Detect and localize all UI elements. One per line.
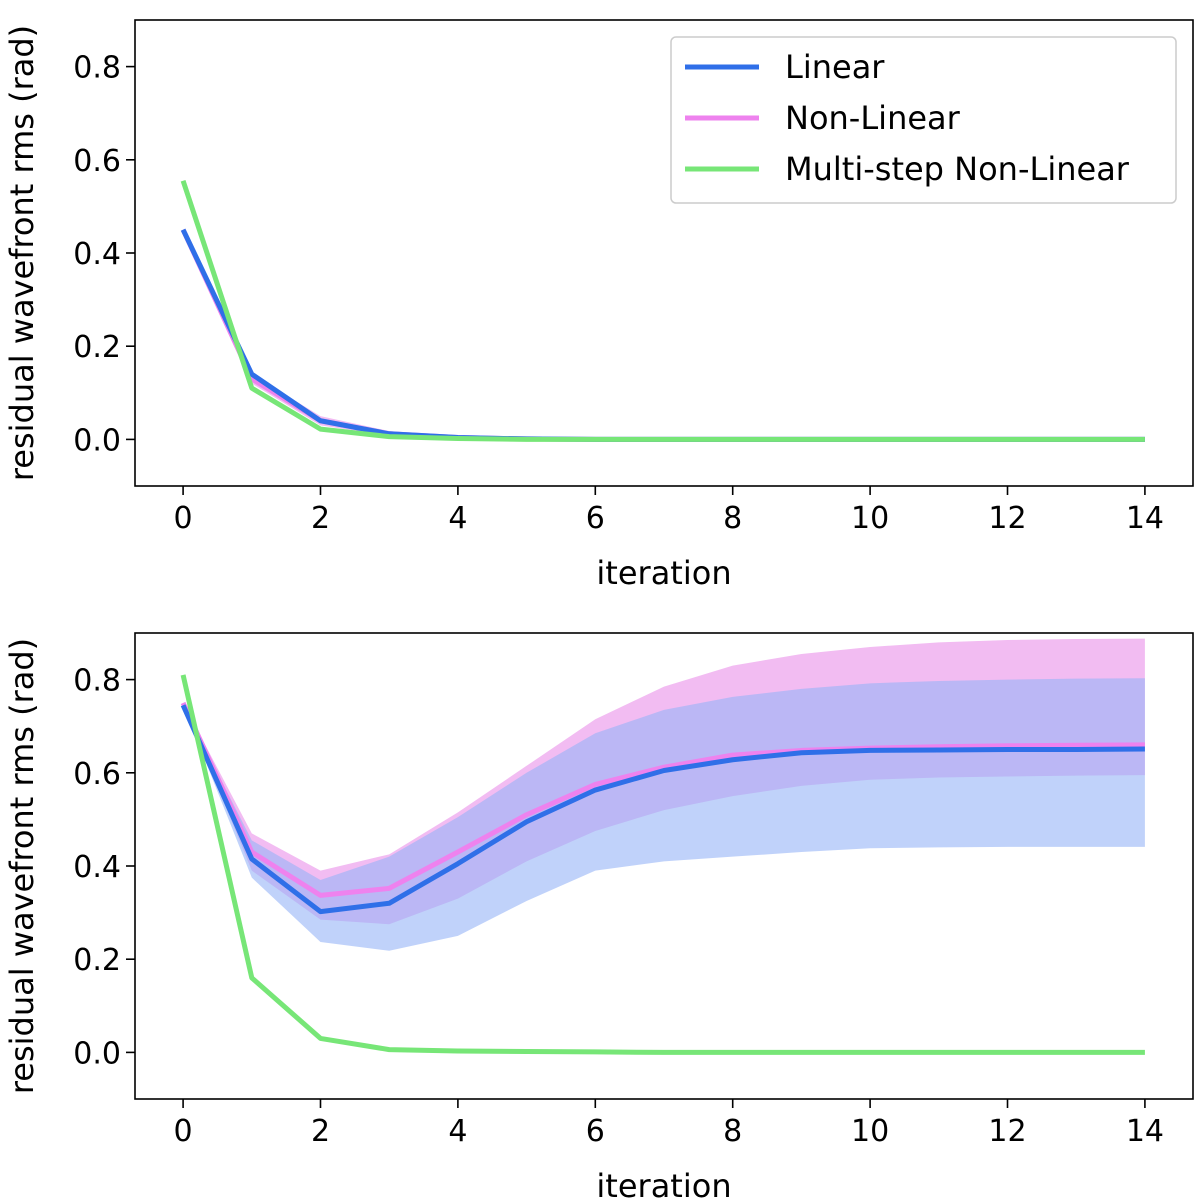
legend-box	[670, 36, 1177, 204]
legend-label-nonlinear: Non-Linear	[785, 99, 961, 137]
y-tick-label: 0.2	[73, 330, 121, 365]
x-tick-label: 12	[988, 501, 1026, 536]
series-line-non-linear	[180, 701, 1145, 898]
x-tick-label: 4	[448, 501, 467, 536]
series-line-non-linear	[180, 228, 1145, 442]
x-tick-label: 8	[723, 1114, 742, 1149]
top-x-axis-label: iteration	[596, 554, 731, 592]
bottom-series-lines	[180, 674, 1145, 1055]
series-line-linear	[180, 228, 1145, 442]
bottom-y-ticks: 0.0 0.2 0.4 0.6 0.8	[73, 664, 135, 1071]
x-tick-label: 6	[586, 1114, 605, 1149]
bottom-x-axis-label: iteration	[596, 1167, 731, 1204]
series-line-multi-step-non-linear	[180, 179, 1145, 442]
top-y-ticks: 0.0 0.2 0.4 0.6 0.8	[73, 51, 135, 458]
top-series-lines	[180, 179, 1145, 442]
legend-label-multistep: Multi-step Non-Linear	[785, 150, 1130, 188]
x-tick-label: 2	[311, 501, 330, 536]
x-tick-label: 10	[851, 1114, 889, 1149]
y-tick-label: 0.4	[73, 850, 121, 885]
y-tick-label: 0.4	[73, 237, 121, 272]
y-tick-label: 0.2	[73, 943, 121, 978]
y-tick-label: 0.0	[73, 1036, 121, 1071]
bottom-chart-panel: 0 2 4 6 8 10 12 14 0.0 0.2 0.4 0.6 0.8 iteration re…	[3, 632, 1194, 1204]
x-tick-label: 2	[311, 1114, 330, 1149]
bottom-confidence-bands	[183, 638, 1145, 951]
legend-label-linear: Linear	[785, 48, 885, 86]
series-line-linear	[180, 704, 1145, 915]
y-tick-label: 0.6	[73, 757, 121, 792]
x-tick-label: 6	[586, 501, 605, 536]
bottom-x-ticks: 0 2 4 6 8 10 12 14	[174, 1099, 1164, 1149]
x-tick-label: 8	[723, 501, 742, 536]
y-tick-label: 0.8	[73, 51, 121, 86]
x-tick-label: 0	[174, 1114, 193, 1149]
series-line-multi-step-non-linear	[180, 674, 1145, 1055]
top-x-ticks: 0 2 4 6 8 10 12 14	[174, 486, 1164, 536]
x-tick-label: 12	[988, 1114, 1026, 1149]
x-tick-label: 4	[448, 1114, 467, 1149]
top-chart-panel: 0 2 4 6 8 10 12 14 0.0 0.2 0.4 0.6 0.8 iteration re…	[3, 19, 1194, 592]
bottom-y-axis-label: residual wavefront rms (rad)	[3, 638, 41, 1094]
top-confidence-bands	[183, 229, 1145, 440]
x-tick-label: 10	[851, 501, 889, 536]
y-tick-label: 0.0	[73, 423, 121, 458]
x-tick-label: 14	[1126, 501, 1164, 536]
legend: Linear Non-Linear Multi-step Non-Linear	[670, 36, 1177, 204]
band-non-linear	[183, 229, 1145, 440]
y-tick-label: 0.8	[73, 664, 121, 699]
x-tick-label: 0	[174, 501, 193, 536]
y-tick-label: 0.6	[73, 144, 121, 179]
top-y-axis-label: residual wavefront rms (rad)	[3, 25, 41, 481]
x-tick-label: 14	[1126, 1114, 1164, 1149]
